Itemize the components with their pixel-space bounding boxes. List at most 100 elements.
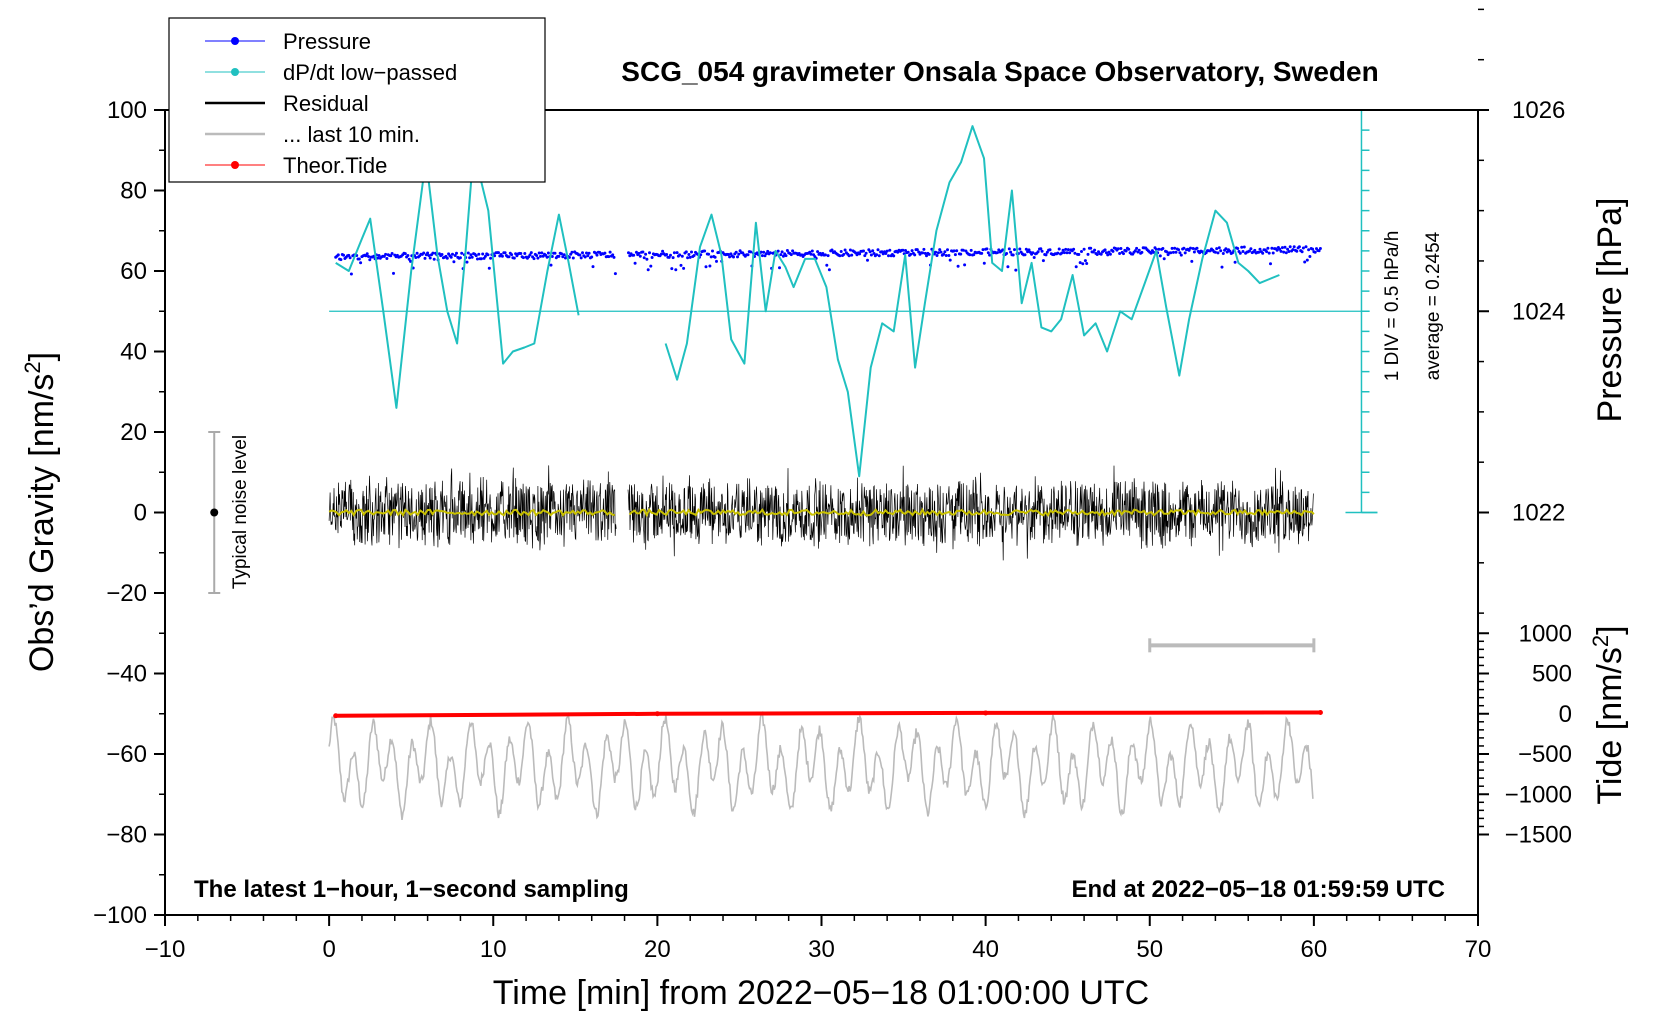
pressure-point bbox=[474, 254, 478, 258]
pressure-point bbox=[682, 266, 686, 270]
pressure-point bbox=[1133, 249, 1137, 253]
pressure-point bbox=[707, 252, 711, 256]
pressure-point bbox=[1039, 247, 1043, 251]
pressure-point bbox=[1228, 249, 1232, 253]
pressure-point bbox=[497, 251, 500, 255]
pressure-point bbox=[768, 251, 772, 255]
pressure-point bbox=[452, 260, 456, 264]
tide-point bbox=[1317, 710, 1323, 716]
pressure-point bbox=[746, 253, 750, 257]
pressure-point bbox=[365, 252, 369, 256]
noise-label: Typical noise level bbox=[230, 435, 251, 589]
pressure-point bbox=[403, 252, 407, 256]
pressure-point bbox=[500, 254, 504, 258]
pressure-point bbox=[612, 255, 616, 259]
pressure-point bbox=[827, 268, 831, 272]
tide-axis-label: Tide [nm/s2] bbox=[1588, 625, 1629, 804]
pressure-point bbox=[1086, 252, 1090, 256]
pressure-point bbox=[953, 253, 957, 257]
pressure-point bbox=[1313, 250, 1317, 254]
pressure-point bbox=[1224, 247, 1228, 251]
pressure-point bbox=[1283, 245, 1287, 249]
pressure-point bbox=[825, 263, 829, 267]
pressure-point bbox=[1220, 265, 1224, 269]
pressure-point bbox=[675, 251, 679, 255]
pressure-point bbox=[869, 253, 873, 257]
pressure-point bbox=[1083, 259, 1087, 263]
pressure-point bbox=[1179, 253, 1183, 257]
pressure-point bbox=[736, 255, 739, 259]
pressure-point bbox=[1195, 246, 1199, 250]
pressure-point bbox=[1064, 247, 1068, 251]
pressure-point bbox=[885, 249, 889, 253]
pressure-point bbox=[510, 253, 514, 257]
pressure-point bbox=[1303, 260, 1307, 264]
pressure-point bbox=[1162, 257, 1166, 261]
pressure-point bbox=[634, 250, 638, 254]
pressure-point bbox=[1304, 245, 1308, 249]
pressure-point bbox=[409, 259, 412, 263]
pressure-point bbox=[842, 252, 846, 256]
pressure-point bbox=[1169, 251, 1173, 255]
chart-title: SCG_054 gravimeter Onsala Space Observat… bbox=[621, 56, 1378, 87]
pressure-point bbox=[910, 249, 914, 253]
pressure-point bbox=[1060, 251, 1064, 255]
pressure-point bbox=[1265, 250, 1269, 254]
pressure-axis: 1022 1024 1026 bbox=[1478, 8, 1565, 614]
x-axis: −10 0 10 20 30 40 50 60 70 bbox=[145, 915, 1491, 963]
pressure-point bbox=[1118, 252, 1122, 255]
pressure-point bbox=[1292, 245, 1296, 249]
x-tick-label: 60 bbox=[1301, 936, 1328, 963]
pressure-point bbox=[955, 249, 959, 253]
pressure-point bbox=[376, 256, 380, 260]
pressure-point bbox=[641, 250, 645, 254]
pressure-point bbox=[1217, 246, 1221, 250]
legend-box bbox=[168, 17, 546, 183]
pressure-point bbox=[909, 252, 913, 256]
pressure-point bbox=[449, 255, 453, 259]
pressure-point bbox=[523, 252, 527, 255]
pressure-point bbox=[1221, 252, 1225, 255]
pressure-point bbox=[1174, 250, 1178, 254]
pressure-point bbox=[1093, 248, 1097, 252]
pressure-point bbox=[1080, 250, 1083, 253]
pressure-point bbox=[390, 252, 394, 255]
pressure-point bbox=[1116, 247, 1120, 251]
pressure-point bbox=[367, 255, 370, 258]
pressure-point bbox=[426, 251, 430, 255]
pressure-point bbox=[455, 251, 458, 255]
pressure-point bbox=[703, 249, 707, 253]
pressure-point bbox=[633, 261, 637, 265]
y-tick-label: −60 bbox=[106, 741, 147, 768]
legend-swatch-dot bbox=[231, 68, 239, 76]
legend-swatch-dot bbox=[231, 37, 239, 45]
pressure-point bbox=[1072, 247, 1076, 251]
tide-tick-label: −500 bbox=[1518, 741, 1572, 768]
pressure-point bbox=[969, 248, 973, 252]
pressure-point bbox=[1065, 251, 1069, 255]
pressure-point bbox=[915, 248, 919, 252]
pressure-point bbox=[595, 253, 599, 257]
pressure-point bbox=[927, 252, 931, 256]
pressure-point bbox=[848, 248, 852, 252]
series-dpdt-line-2 bbox=[664, 125, 1280, 478]
pressure-point bbox=[1078, 261, 1082, 265]
pressure-point bbox=[1048, 248, 1052, 252]
pressure-point bbox=[342, 253, 346, 257]
pressure-point bbox=[862, 249, 865, 253]
x-tick-label: 50 bbox=[1136, 936, 1163, 963]
x-tick-label: 20 bbox=[644, 936, 671, 963]
pressure-point bbox=[348, 256, 352, 260]
legend-label: Residual bbox=[283, 91, 369, 116]
pressure-point bbox=[384, 252, 388, 256]
pressure-point bbox=[1282, 250, 1286, 254]
noise-bar-center bbox=[210, 508, 219, 517]
pressure-point bbox=[1271, 251, 1275, 255]
pressure-point bbox=[1006, 265, 1010, 269]
pressure-point bbox=[665, 253, 669, 256]
pressure-point bbox=[549, 263, 553, 267]
pressure-point bbox=[732, 255, 735, 259]
pressure-point bbox=[982, 261, 986, 265]
y-tick-label: 0 bbox=[134, 500, 147, 527]
